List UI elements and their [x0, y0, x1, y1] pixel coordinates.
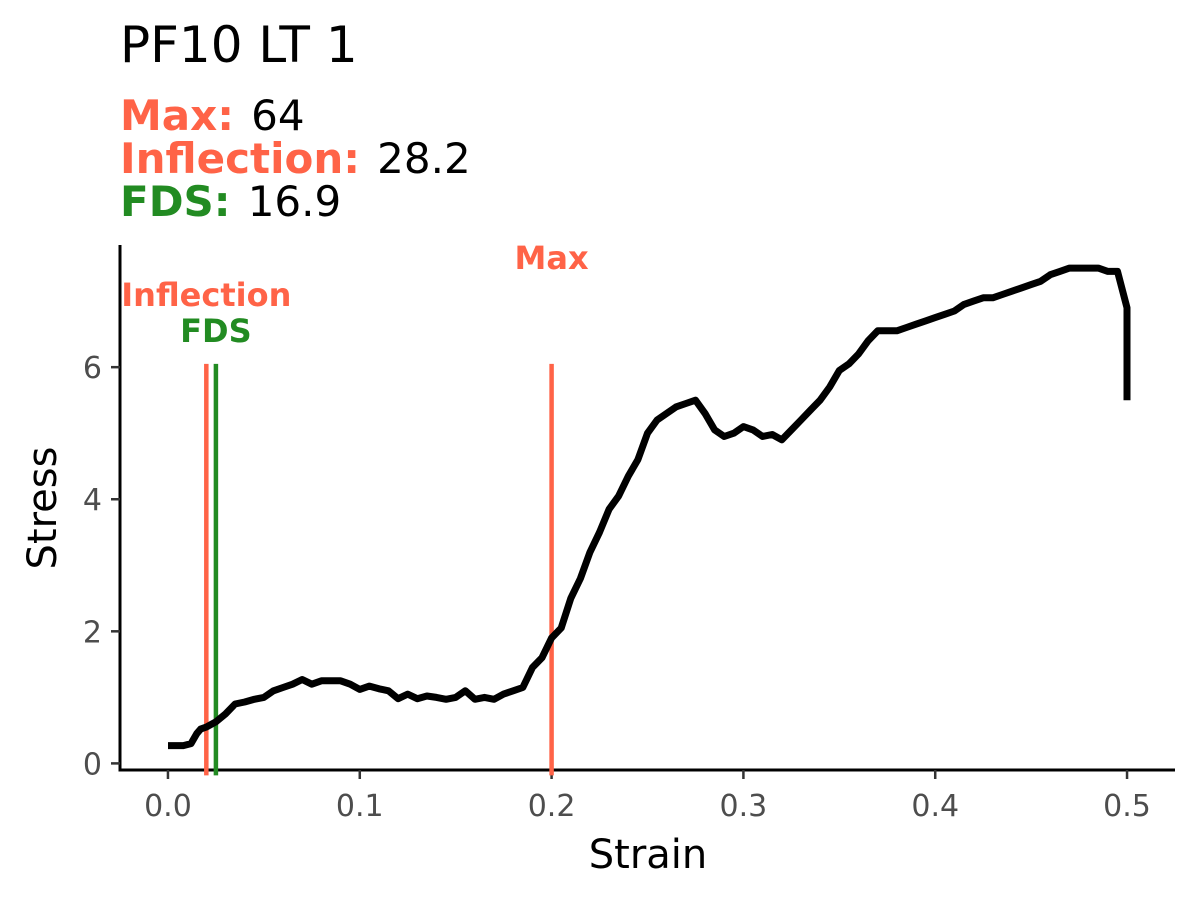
- x-tick-label: 0.4: [911, 789, 959, 824]
- subtitle-inflection: Inflection: 28.2: [120, 134, 471, 183]
- subtitle-max: Max: 64: [120, 91, 305, 140]
- x-tick-label: 0.2: [528, 789, 576, 824]
- chart-title: PF10 LT 1: [120, 16, 358, 74]
- x-axis-title: Strain: [589, 832, 708, 878]
- subtitle-max-value: 64: [251, 91, 304, 140]
- y-tick-label: 0: [83, 747, 102, 782]
- x-tick-label: 0.1: [336, 789, 384, 824]
- y-axis-title: Stress: [20, 447, 66, 570]
- y-tick-label: 6: [83, 351, 102, 386]
- subtitle-max-label: Max:: [120, 91, 234, 140]
- subtitle-inflection-label: Inflection:: [120, 134, 360, 183]
- x-tick-label: 0.0: [144, 789, 192, 824]
- fds-marker-label: FDS: [180, 312, 251, 350]
- x-tick-label: 0.3: [720, 789, 768, 824]
- x-tick-label: 0.5: [1103, 789, 1151, 824]
- inflection-marker-label: Inflection: [121, 276, 291, 314]
- y-tick-label: 2: [83, 615, 102, 650]
- y-tick-label: 4: [83, 483, 102, 518]
- subtitle-fds: FDS: 16.9: [120, 177, 341, 226]
- subtitle-fds-label: FDS:: [120, 177, 231, 226]
- series-line: [168, 264, 1131, 750]
- subtitle-inflection-value: 28.2: [377, 134, 471, 183]
- subtitle-fds-value: 16.9: [248, 177, 342, 226]
- max-marker-label: Max: [515, 239, 589, 277]
